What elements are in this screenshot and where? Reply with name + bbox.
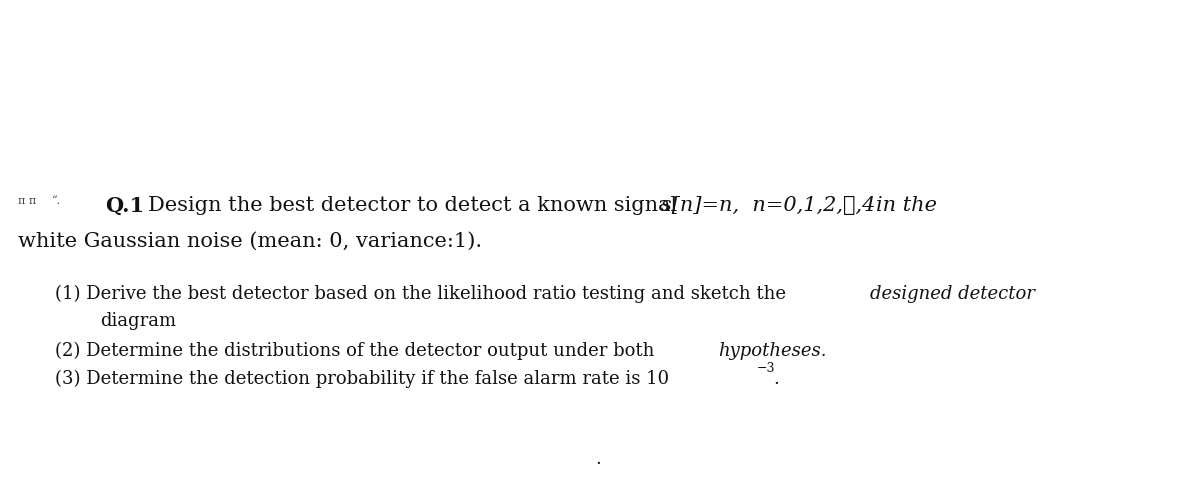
Text: −3: −3	[757, 362, 775, 375]
Text: Q.1: Q.1	[106, 196, 144, 216]
Text: “.: “.	[52, 196, 61, 206]
Text: .: .	[595, 450, 601, 468]
Text: hypotheses.: hypotheses.	[718, 342, 827, 360]
Text: (1) Derive the best detector based on the likelihood ratio testing and sketch th: (1) Derive the best detector based on th…	[55, 285, 786, 303]
Text: designed detector: designed detector	[870, 285, 1034, 303]
Text: in the: in the	[876, 196, 937, 215]
Text: (3) Determine the detection probability if the false alarm rate is 10: (3) Determine the detection probability …	[55, 370, 670, 388]
Text: (2) Determine the distributions of the detector output under both: (2) Determine the distributions of the d…	[55, 342, 654, 360]
Text: .: .	[773, 370, 779, 388]
Text: Design the best detector to detect a known signal: Design the best detector to detect a kno…	[148, 196, 677, 215]
Text: diagram: diagram	[100, 312, 176, 330]
Text: white Gaussian noise (mean: 0, variance:1).: white Gaussian noise (mean: 0, variance:…	[18, 232, 482, 251]
Text: s[n]=n,  n=0,1,2,⋯,4: s[n]=n, n=0,1,2,⋯,4	[661, 196, 875, 215]
Text: π π: π π	[18, 196, 36, 206]
